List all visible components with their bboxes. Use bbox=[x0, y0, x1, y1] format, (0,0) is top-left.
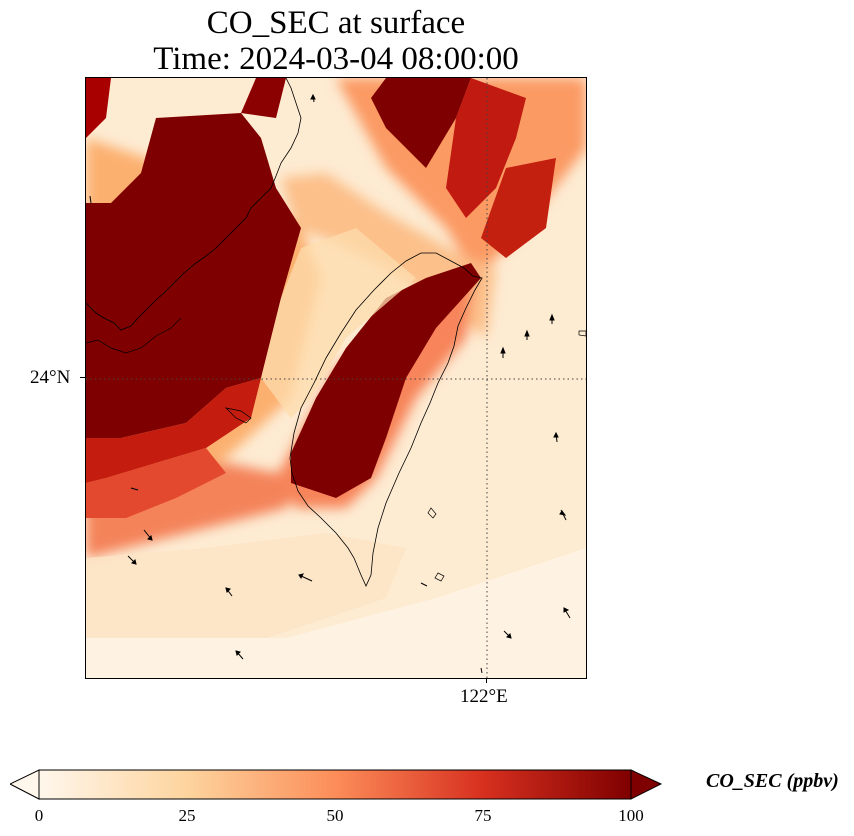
northeast-plume bbox=[371, 78, 471, 168]
lon-tickmark bbox=[486, 678, 487, 683]
lon-gridline-label: 122°E bbox=[460, 686, 508, 707]
colorbar-title: CO_SEC (ppbv) bbox=[706, 770, 839, 792]
map-plot-area bbox=[85, 77, 587, 679]
map-title-line1: CO_SEC at surface bbox=[206, 5, 466, 41]
lat-gridline-label: 24°N bbox=[30, 367, 71, 388]
colorbar-tick-0: 0 bbox=[34, 806, 44, 825]
colorbar bbox=[10, 769, 662, 800]
lat-tickmark bbox=[80, 377, 85, 378]
china-coastline bbox=[86, 78, 302, 331]
colorbar-tick-100: 100 bbox=[618, 806, 644, 825]
taiwan-coastline bbox=[289, 252, 483, 587]
penghu-islands bbox=[224, 407, 252, 424]
map-title-line2: Time: 2024-03-04 08:00:00 bbox=[153, 41, 519, 77]
colorbar-tick-75: 75 bbox=[474, 806, 492, 825]
colorbar-tick-25: 25 bbox=[178, 806, 196, 825]
taiwan-plume bbox=[291, 263, 481, 498]
wind-vector-arrows bbox=[89, 93, 571, 674]
concentration-field bbox=[86, 78, 586, 678]
colorbar-tick-50: 50 bbox=[326, 806, 344, 825]
west-plume bbox=[86, 113, 301, 438]
